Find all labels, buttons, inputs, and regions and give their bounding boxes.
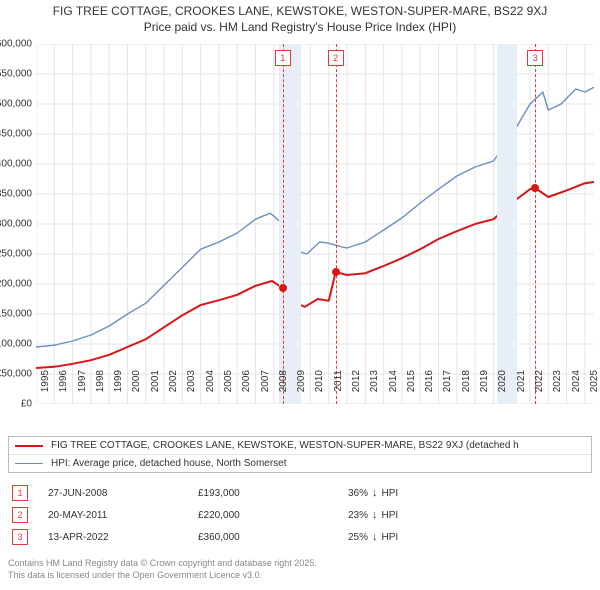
sale-row-diff: 23% ↓ HPI <box>348 509 398 521</box>
x-tick-label: 2019 <box>479 370 490 410</box>
legend-swatch <box>15 445 43 447</box>
x-tick-label: 1997 <box>77 370 88 410</box>
x-tick-label: 2006 <box>241 370 252 410</box>
sale-point <box>332 268 340 276</box>
y-tick-label: £350,000 <box>0 189 32 200</box>
sale-row-marker: 3 <box>12 529 28 545</box>
sale-row: 2 20-MAY-2011£220,00023% ↓ HPI <box>8 504 592 526</box>
x-tick-label: 1998 <box>95 370 106 410</box>
sale-marker-label: 1 <box>275 50 291 66</box>
x-tick-label: 2011 <box>333 370 344 410</box>
arrow-down-icon: ↓ <box>372 509 378 521</box>
title-line2: Price paid vs. HM Land Registry's House … <box>0 20 600 36</box>
x-tick-label: 2017 <box>442 370 453 410</box>
sale-marker-line <box>535 44 536 404</box>
y-tick-label: £400,000 <box>0 159 32 170</box>
x-tick-label: 2009 <box>296 370 307 410</box>
y-tick-label: £0 <box>0 399 32 410</box>
sale-row-price: £360,000 <box>198 532 348 543</box>
sales-table: 1 27-JUN-2008£193,00036% ↓ HPI 2 20-MAY-201… <box>8 482 592 548</box>
y-tick-label: £550,000 <box>0 69 32 80</box>
x-tick-label: 1995 <box>40 370 51 410</box>
x-tick-label: 2001 <box>150 370 161 410</box>
legend-label: HPI: Average price, detached house, Nort… <box>51 458 287 469</box>
sale-row-marker: 1 <box>12 485 28 501</box>
sale-row-diff: 25% ↓ HPI <box>348 531 398 543</box>
x-tick-label: 2000 <box>131 370 142 410</box>
sale-row-marker: 2 <box>12 507 28 523</box>
x-tick-label: 2025 <box>589 370 600 410</box>
x-tick-label: 2021 <box>516 370 527 410</box>
x-tick-label: 1999 <box>113 370 124 410</box>
sale-row: 1 27-JUN-2008£193,00036% ↓ HPI <box>8 482 592 504</box>
sale-marker-line <box>336 44 337 404</box>
x-tick-label: 1996 <box>58 370 69 410</box>
sale-point <box>531 184 539 192</box>
sale-row-date: 13-APR-2022 <box>48 532 198 543</box>
x-tick-label: 2008 <box>278 370 289 410</box>
legend-label: FIG TREE COTTAGE, CROOKES LANE, KEWSTOKE… <box>51 440 519 451</box>
sale-row-date: 20-MAY-2011 <box>48 510 198 521</box>
x-tick-label: 2023 <box>552 370 563 410</box>
arrow-down-icon: ↓ <box>372 487 378 499</box>
sale-row-diff: 36% ↓ HPI <box>348 487 398 499</box>
x-tick-label: 2022 <box>534 370 545 410</box>
footnote-line2: This data is licensed under the Open Gov… <box>8 570 592 582</box>
shaded-band <box>497 44 517 404</box>
title-line1: FIG TREE COTTAGE, CROOKES LANE, KEWSTOKE… <box>0 4 600 20</box>
y-tick-label: £300,000 <box>0 219 32 230</box>
y-tick-label: £600,000 <box>0 39 32 50</box>
x-tick-label: 2015 <box>406 370 417 410</box>
y-tick-label: £100,000 <box>0 339 32 350</box>
x-tick-label: 2003 <box>186 370 197 410</box>
sale-point <box>279 284 287 292</box>
x-tick-label: 2012 <box>351 370 362 410</box>
footnote-line1: Contains HM Land Registry data © Crown c… <box>8 558 592 570</box>
x-tick-label: 2007 <box>260 370 271 410</box>
plot-area: 1 2 3 <box>36 44 594 404</box>
x-tick-label: 2005 <box>223 370 234 410</box>
sale-row-price: £220,000 <box>198 510 348 521</box>
y-tick-label: £50,000 <box>0 369 32 380</box>
y-tick-label: £250,000 <box>0 249 32 260</box>
y-tick-label: £500,000 <box>0 99 32 110</box>
footnote: Contains HM Land Registry data © Crown c… <box>8 558 592 581</box>
x-tick-label: 2024 <box>571 370 582 410</box>
sale-row-date: 27-JUN-2008 <box>48 488 198 499</box>
sale-marker-label: 2 <box>328 50 344 66</box>
y-tick-label: £450,000 <box>0 129 32 140</box>
legend: FIG TREE COTTAGE, CROOKES LANE, KEWSTOKE… <box>8 436 592 473</box>
legend-swatch <box>15 463 43 464</box>
x-tick-label: 2002 <box>168 370 179 410</box>
sale-row-price: £193,000 <box>198 488 348 499</box>
y-tick-label: £150,000 <box>0 309 32 320</box>
x-tick-label: 2010 <box>314 370 325 410</box>
x-tick-label: 2013 <box>369 370 380 410</box>
sale-row: 3 13-APR-2022£360,00025% ↓ HPI <box>8 526 592 548</box>
x-tick-label: 2004 <box>205 370 216 410</box>
chart-title: FIG TREE COTTAGE, CROOKES LANE, KEWSTOKE… <box>0 0 600 35</box>
x-tick-label: 2016 <box>424 370 435 410</box>
x-tick-label: 2020 <box>497 370 508 410</box>
x-tick-label: 2018 <box>461 370 472 410</box>
sale-marker-line <box>283 44 284 404</box>
y-tick-label: £200,000 <box>0 279 32 290</box>
x-tick-label: 2014 <box>388 370 399 410</box>
figure: FIG TREE COTTAGE, CROOKES LANE, KEWSTOKE… <box>0 0 600 590</box>
sale-marker-label: 3 <box>527 50 543 66</box>
chart: 123 £0£50,000£100,000£150,000£200,000£25… <box>36 44 594 430</box>
legend-item-property: FIG TREE COTTAGE, CROOKES LANE, KEWSTOKE… <box>9 437 591 454</box>
legend-item-hpi: HPI: Average price, detached house, Nort… <box>9 454 591 472</box>
arrow-down-icon: ↓ <box>372 531 378 543</box>
